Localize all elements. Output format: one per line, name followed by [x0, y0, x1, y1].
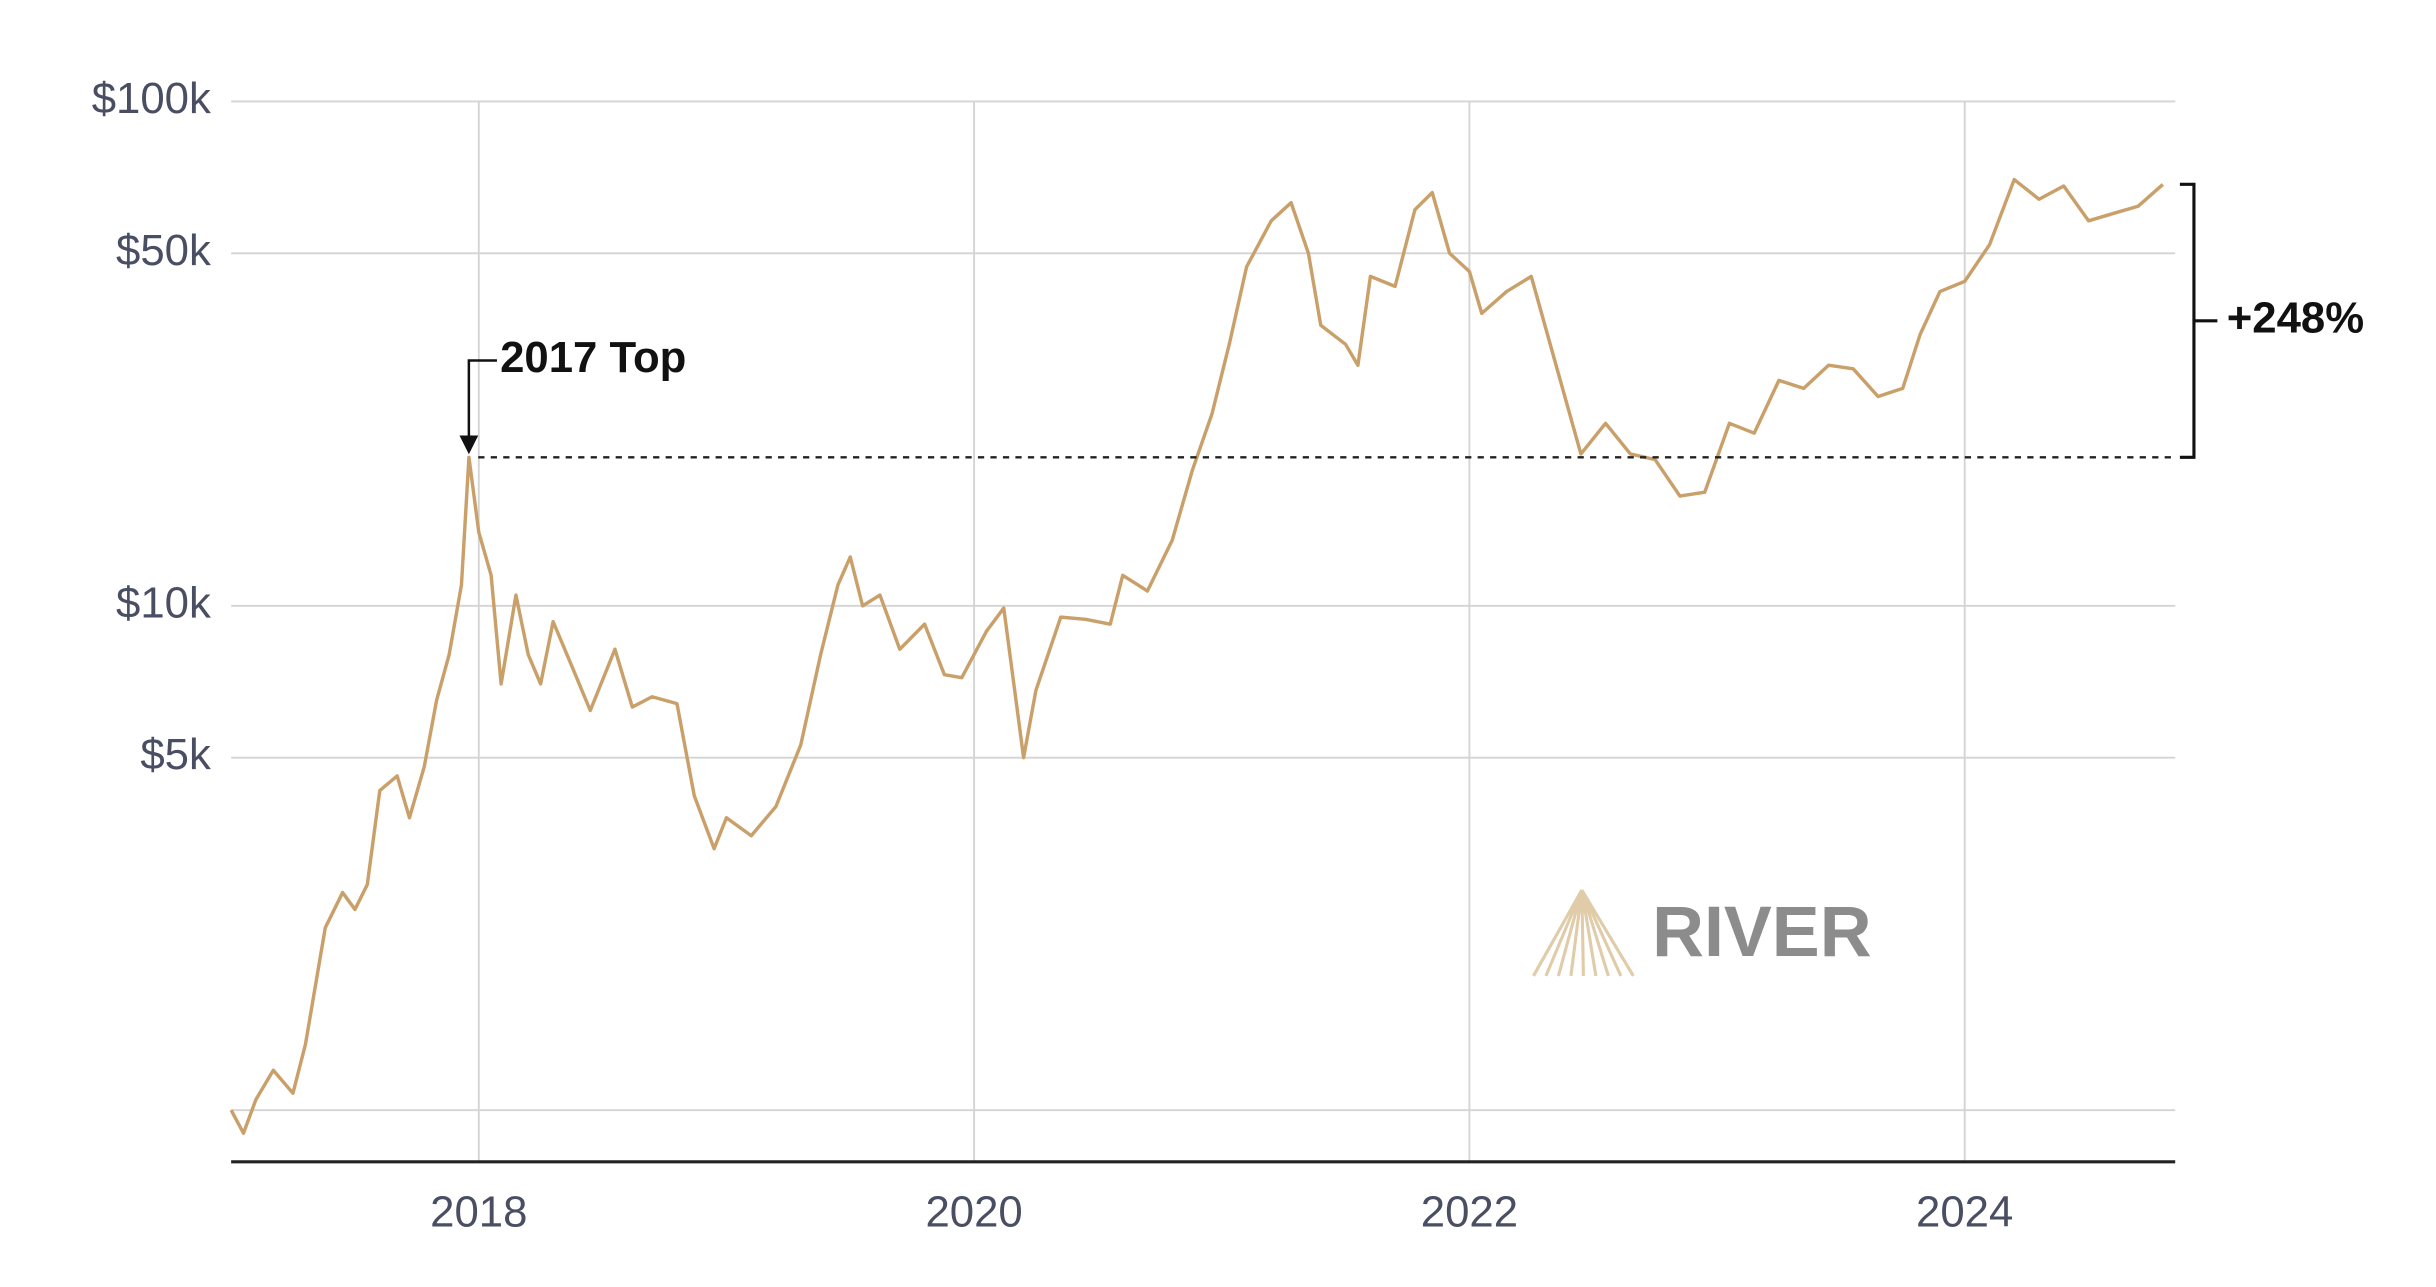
x-tick-label: 2018: [430, 1187, 527, 1236]
x-tick-label: 2024: [1916, 1187, 2013, 1236]
annotation-arrowhead: [459, 435, 479, 455]
gain-label: +248%: [2227, 293, 2364, 342]
x-tick-label: 2020: [925, 1187, 1022, 1236]
y-tick-label: $10k: [116, 578, 211, 627]
price-line: [229, 177, 2165, 1135]
y-tick-label: $5k: [140, 730, 211, 779]
annotation-label: 2017 Top: [500, 333, 686, 382]
y-tick-label: $100k: [92, 74, 211, 123]
annotation-arrow: [467, 359, 497, 439]
watermark: RIVER: [1652, 892, 1871, 972]
gain-bracket: [2179, 182, 2218, 459]
x-tick-label: 2022: [1421, 1187, 1518, 1236]
logo-icon: [1532, 889, 1635, 977]
y-tick-label: $50k: [116, 226, 211, 275]
